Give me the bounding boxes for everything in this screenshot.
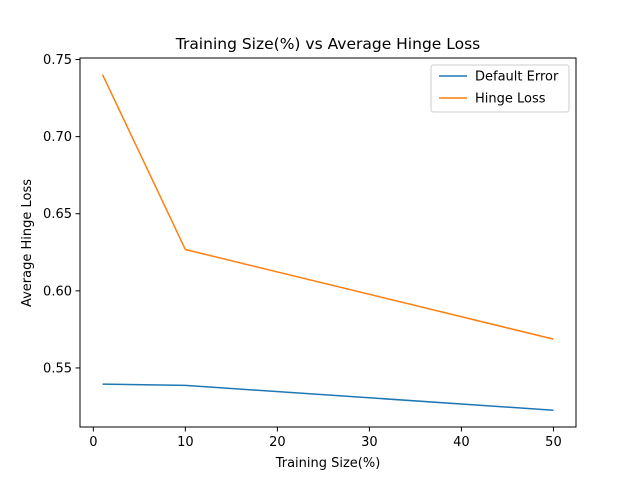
y-tick-label: 0.60 — [43, 284, 72, 299]
x-tick-label: 20 — [269, 435, 286, 450]
y-tick-label: 0.55 — [43, 361, 72, 376]
series-line-hinge-loss — [101, 74, 554, 340]
plot-frame — [79, 57, 577, 428]
y-tick-label: 0.75 — [43, 53, 72, 68]
y-axis-title: Average Hinge Loss — [20, 179, 35, 307]
x-tick-label: 0 — [89, 435, 97, 450]
y-tick-label: 0.70 — [43, 130, 72, 145]
series-line-default-error — [102, 383, 554, 411]
y-tick-label: 0.65 — [43, 207, 72, 222]
chart-title: Training Size(%) vs Average Hinge Loss — [175, 35, 481, 53]
y-axis: 0.55 0.60 0.65 0.70 0.75 — [43, 53, 80, 376]
legend-label: Default Error — [475, 70, 559, 85]
legend-label: Hinge Loss — [475, 92, 546, 107]
x-tick-label: 40 — [453, 435, 470, 450]
legend: Default Error Hinge Loss — [430, 64, 570, 113]
x-tick-label: 30 — [361, 435, 378, 450]
series-group — [101, 74, 554, 411]
x-axis: 0 10 20 30 40 50 — [89, 427, 562, 450]
x-tick-label: 50 — [545, 435, 562, 450]
x-axis-title: Training Size(%) — [275, 456, 381, 471]
x-tick-label: 10 — [177, 435, 194, 450]
